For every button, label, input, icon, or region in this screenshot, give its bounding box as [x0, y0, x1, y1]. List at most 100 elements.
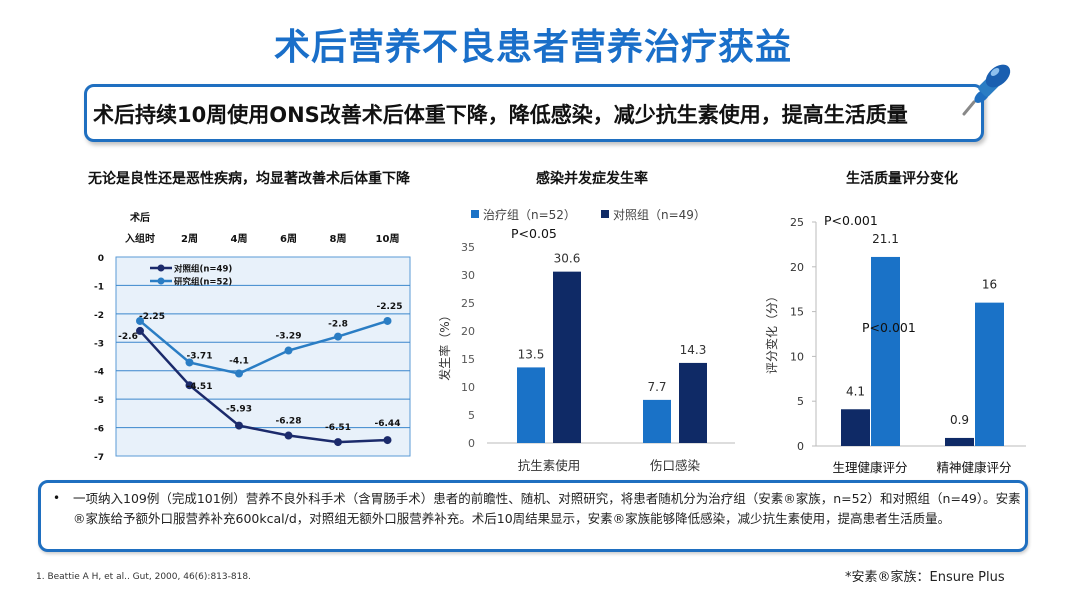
bar-control: [841, 409, 870, 446]
data-point-control: [284, 431, 293, 440]
bar-value-label: 13.5: [518, 347, 545, 361]
x-category-label: 术后: [129, 211, 150, 224]
chart-title-infection: 感染并发症发生率: [536, 171, 648, 187]
page-title: 术后营养不良患者营养治疗获益: [273, 27, 792, 68]
y-tick-label: 5: [468, 409, 475, 422]
legend-swatch: [471, 210, 479, 218]
legend-label: 对照组(n=49): [174, 264, 232, 275]
data-point-study: [185, 358, 194, 367]
bar-value-label: 21.1: [872, 232, 899, 246]
data-point-control: [334, 438, 342, 447]
y-tick-label: -5: [94, 396, 104, 406]
data-point-study: [284, 346, 293, 355]
legend-marker: [157, 277, 165, 285]
y-tick-label: 25: [790, 216, 804, 229]
bar-value-label: 7.7: [647, 380, 666, 394]
data-label-study: -3.29: [276, 332, 302, 342]
bar-value-label: 4.1: [846, 384, 865, 398]
pushpin-icon: [962, 64, 1011, 116]
x-category-label: 4周: [231, 233, 248, 245]
x-category-label: 伤口感染: [650, 458, 701, 473]
study-note-box: • 一项纳入109例（完成101例）营养不良外科手术（含胃肠手术）患者的前瞻性、…: [38, 480, 1028, 552]
bar-value-label: 16: [982, 278, 997, 292]
infection-rate-bar-chart: 0 5 10 15 20 25 30 35 发生率（%） 13.5 30.6 抗生素使用 7.7 14.3…: [437, 208, 735, 473]
data-point-study: [334, 332, 342, 341]
y-tick-label: 10: [790, 350, 804, 363]
y-tick-label: 0: [98, 254, 104, 264]
data-label-control: -6.51: [325, 423, 351, 433]
x-category-label: 6周: [280, 233, 297, 245]
bar-value-label: 0.9: [950, 413, 969, 427]
y-tick-label: -2: [94, 311, 104, 321]
data-label-study: -4.1: [229, 357, 249, 367]
y-tick-label: 20: [461, 325, 475, 338]
legend-swatch: [601, 210, 609, 218]
legend-marker: [157, 264, 165, 272]
data-point-control: [136, 326, 144, 335]
data-label-study: -2.25: [377, 302, 403, 312]
data-point-study: [235, 369, 243, 378]
subtitle-box: 术后持续10周使用ONS改善术后体重下降，降低感染，减少抗生素使用，提高生活质量: [84, 84, 984, 142]
data-point-control: [185, 381, 194, 390]
y-axis-title: 发生率（%）: [437, 309, 452, 380]
bar-treatment: [517, 367, 545, 443]
x-category-label: 8周: [330, 233, 347, 245]
bar-treatment: [643, 399, 671, 443]
x-category-label: 精神健康评分: [936, 460, 1011, 475]
legend-label: 对照组（n=49）: [613, 208, 706, 222]
note-bullet: •: [53, 491, 61, 505]
data-label-control: -2.6: [118, 332, 138, 342]
data-label-study: -3.71: [187, 351, 213, 361]
chart-title-quality: 生活质量评分变化: [846, 171, 958, 187]
data-label-study: -2.8: [328, 320, 348, 330]
x-category-label: 抗生素使用: [518, 458, 581, 473]
data-label-control: -6.28: [276, 417, 302, 427]
y-axis-title: 评分变化（分）: [764, 290, 779, 374]
y-tick-label: -7: [94, 453, 104, 463]
quality-of-life-bar-chart: 0 5 10 15 20 25 评分变化（分） 4.1 21.1 生理健康评分 0.9 16 精神健康评…: [764, 213, 1026, 475]
y-tick-label: 0: [468, 437, 475, 450]
legend-label: 研究组(n=52): [174, 277, 232, 288]
chart-title-weight: 无论是良性还是恶性疾病，均显著改善术后体重下降: [88, 171, 410, 187]
reference-citation: 1. Beattie A H, et al.. Gut, 2000, 46(6)…: [36, 572, 251, 582]
y-tick-label: 15: [790, 306, 804, 319]
y-tick-label: 25: [461, 297, 475, 310]
data-point-control: [235, 421, 243, 430]
x-category-label: 10周: [376, 233, 400, 245]
data-label-control: -4.51: [187, 382, 213, 392]
bar-control: [553, 271, 581, 443]
y-tick-label: 20: [790, 261, 804, 274]
data-point-control: [383, 436, 392, 445]
data-label-control: -6.44: [375, 419, 401, 429]
data-label-study: -2.25: [139, 312, 165, 322]
bar-control: [679, 362, 707, 443]
data-point-study: [383, 316, 392, 325]
y-tick-label: -4: [94, 368, 104, 378]
legend-label: 治疗组（n=52）: [483, 208, 576, 222]
y-tick-label: 30: [461, 269, 475, 282]
y-tick-label: 10: [461, 381, 475, 394]
series-line-control: [139, 330, 388, 444]
x-category-label: 2周: [181, 233, 198, 245]
y-tick-label: -3: [94, 339, 104, 349]
x-category-label: 入组时: [125, 232, 155, 245]
y-tick-label: 0: [797, 440, 804, 453]
bar-treatment: [871, 256, 900, 446]
y-tick-label: -6: [94, 425, 104, 435]
significance-annotation: P<0.001: [862, 320, 916, 335]
data-label-control: -5.93: [226, 405, 252, 415]
bar-value-label: 30.6: [554, 252, 581, 266]
bar-treatment: [975, 302, 1004, 446]
data-point-study: [136, 316, 144, 325]
bar-value-label: 14.3: [680, 343, 707, 357]
y-tick-label: 5: [797, 395, 804, 408]
y-tick-label: -1: [94, 282, 104, 292]
y-tick-label: 35: [461, 241, 475, 254]
subtitle-text: 术后持续10周使用ONS改善术后体重下降，降低感染，减少抗生素使用，提高生活质量: [93, 103, 908, 127]
significance-annotation: P<0.001: [824, 213, 878, 228]
y-tick-label: 15: [461, 353, 475, 366]
significance-annotation: P<0.05: [511, 226, 557, 241]
x-category-label: 生理健康评分: [832, 460, 907, 475]
series-line-study: [139, 319, 388, 375]
